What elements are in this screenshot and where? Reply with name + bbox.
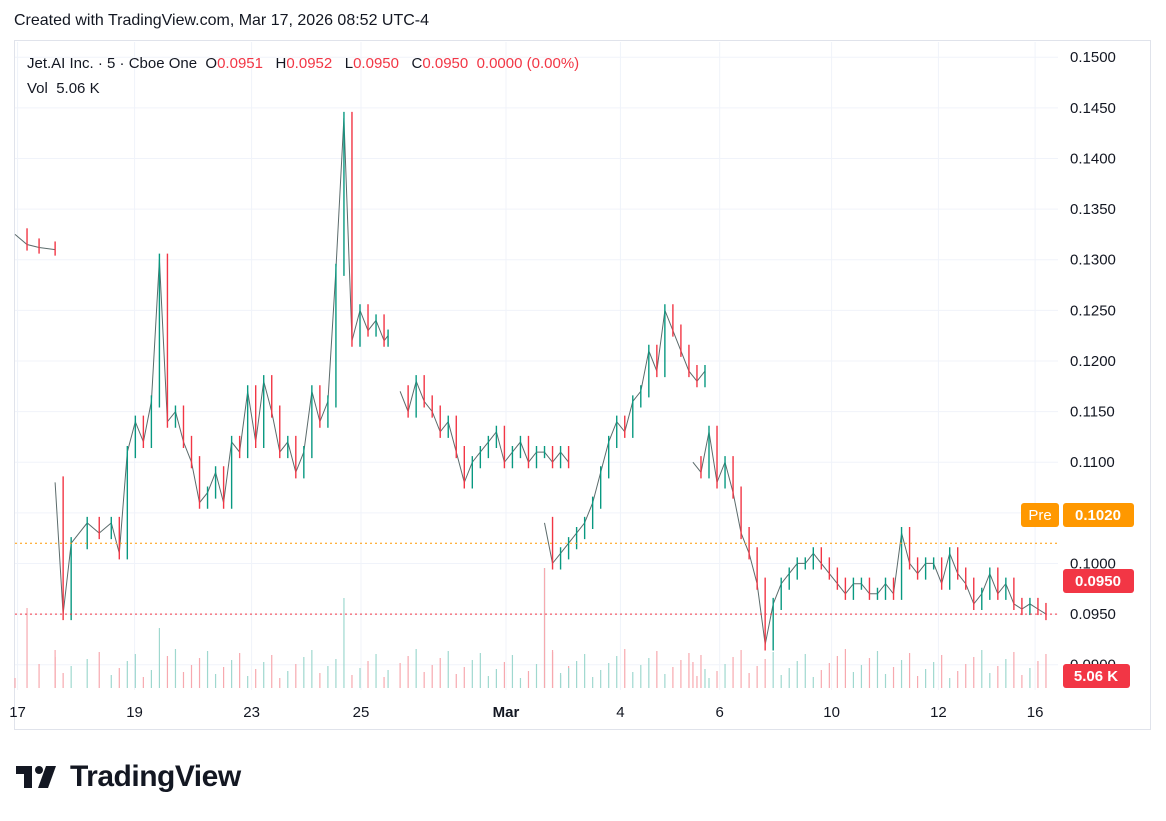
price-tick-label: 0.1100 bbox=[1070, 454, 1115, 471]
high-value: 0.0952 bbox=[286, 55, 333, 72]
volume-badge: 5.06 K bbox=[1063, 664, 1130, 688]
volume-bars bbox=[14, 568, 1047, 688]
close-value: 0.0950 bbox=[422, 55, 469, 72]
price-tick-label: 0.1400 bbox=[1070, 150, 1116, 167]
time-tick-label: 10 bbox=[823, 704, 840, 721]
pre-market-badge: Pre 0.1020 bbox=[1021, 503, 1134, 527]
price-series-line bbox=[14, 234, 56, 251]
pre-label: Pre bbox=[1028, 507, 1051, 524]
time-axis: 17 19 23 25 Mar 4 6 10 12 16 bbox=[9, 704, 1043, 721]
volume-badge-value: 5.06 K bbox=[1074, 668, 1118, 685]
low-label: L bbox=[344, 55, 354, 72]
pre-label-bg bbox=[1021, 503, 1059, 527]
last-price-value: 0.0950 bbox=[1075, 573, 1121, 590]
price-series-line bbox=[399, 379, 569, 484]
time-tick-label: 16 bbox=[1027, 704, 1044, 721]
chart-caption: Created with TradingView.com, Mar 17, 20… bbox=[14, 12, 430, 29]
change-value: 0.0000 (0.00%) bbox=[476, 55, 580, 72]
volume-badge-bg bbox=[1063, 664, 1130, 688]
open-value: 0.0951 bbox=[217, 55, 263, 72]
open-label: O bbox=[205, 55, 218, 72]
time-tick-label: Mar bbox=[493, 704, 520, 721]
high-label: H bbox=[275, 55, 287, 72]
symbol-title: Jet.AI Inc. · 5 · Cboe One bbox=[27, 55, 198, 72]
chart-frame bbox=[14, 40, 1151, 730]
time-tick-label: 12 bbox=[930, 704, 947, 721]
price-tick-label: 0.0950 bbox=[1070, 606, 1116, 623]
low-value: 0.0950 bbox=[353, 55, 399, 72]
price-tick-label: 0.1350 bbox=[1070, 201, 1116, 218]
tradingview-logo-icon bbox=[16, 766, 56, 788]
price-series-line bbox=[54, 117, 389, 615]
tradingview-logo-text: TradingView bbox=[70, 760, 241, 793]
pre-price-value: 0.1020 bbox=[1075, 507, 1121, 524]
close-label: C bbox=[411, 55, 423, 72]
time-tick-label: 6 bbox=[715, 704, 723, 721]
volume-value: 5.06 K bbox=[56, 80, 100, 97]
ohlc-legend: Jet.AI Inc. · 5 · Cboe One O0.0951 H0.09… bbox=[27, 55, 579, 72]
volume-legend: Vol 5.06 K bbox=[27, 80, 100, 97]
time-tick-label: 17 bbox=[9, 704, 26, 721]
price-series bbox=[14, 111, 1047, 651]
tradingview-logo[interactable]: TradingView bbox=[16, 760, 241, 794]
price-tick-label: 0.1000 bbox=[1070, 555, 1116, 572]
price-tick-label: 0.1300 bbox=[1070, 252, 1116, 269]
price-tick-label: 0.1500 bbox=[1070, 49, 1116, 66]
price-tick-label: 0.1150 bbox=[1070, 404, 1115, 421]
grid-lines bbox=[15, 42, 1058, 690]
time-tick-label: 19 bbox=[126, 704, 143, 721]
last-price-bg bbox=[1063, 569, 1134, 593]
price-tick-label: 0.1450 bbox=[1070, 100, 1116, 117]
time-tick-label: 25 bbox=[353, 704, 370, 721]
last-price-badge: 0.0950 bbox=[1063, 569, 1134, 593]
price-tick-label: 0.1200 bbox=[1070, 353, 1116, 370]
price-series-line bbox=[692, 431, 1047, 645]
volume-label: Vol bbox=[27, 80, 48, 97]
time-tick-label: 4 bbox=[616, 704, 624, 721]
pre-price-bg bbox=[1063, 503, 1134, 527]
time-tick-label: 23 bbox=[243, 704, 260, 721]
price-tick-label: 0.1250 bbox=[1070, 302, 1116, 319]
